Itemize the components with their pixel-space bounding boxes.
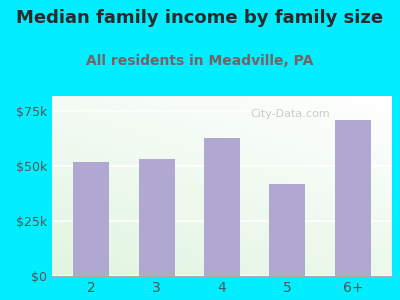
Bar (335, 120, 371, 276)
Text: All residents in Meadville, PA: All residents in Meadville, PA (86, 54, 314, 68)
Bar (73, 162, 109, 276)
Bar (204, 138, 240, 276)
Bar (139, 159, 174, 276)
Text: City-Data.com: City-Data.com (250, 109, 330, 119)
Text: Median family income by family size: Median family income by family size (16, 9, 384, 27)
Bar (270, 184, 305, 276)
